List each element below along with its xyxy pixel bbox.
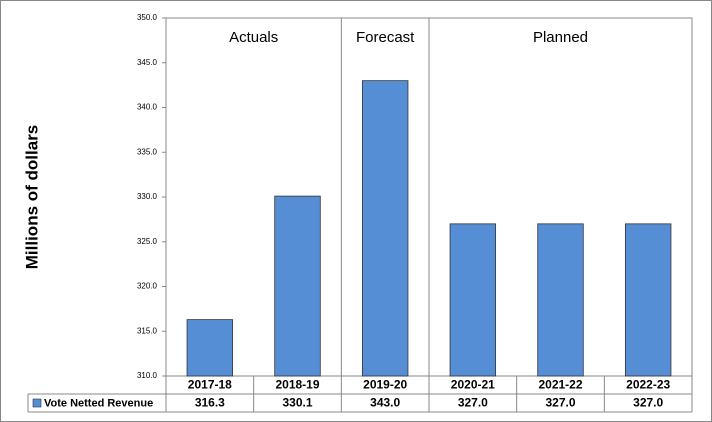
bar [624, 223, 672, 377]
section-label: Actuals [229, 29, 278, 46]
y-tick-label: 320.0 [137, 282, 158, 291]
x-tick-label: 2022-23 [626, 378, 670, 392]
legend-label: Vote Netted Revenue [44, 397, 153, 409]
value-label: 330.1 [282, 396, 312, 410]
x-tick-label: 2019-20 [363, 378, 407, 392]
value-label: 327.0 [545, 396, 575, 410]
section-label: Forecast [356, 29, 415, 46]
y-tick-label: 350.0 [137, 13, 158, 22]
y-tick-label: 310.0 [137, 371, 158, 380]
y-tick-label: 340.0 [137, 103, 158, 112]
x-tick-label: 2021-22 [538, 378, 582, 392]
y-tick-label: 330.0 [137, 192, 158, 201]
bar [186, 319, 234, 377]
value-label: 327.0 [633, 396, 663, 410]
y-tick-label: 315.0 [137, 326, 158, 335]
value-label: 316.3 [195, 396, 225, 410]
bar [537, 223, 584, 377]
y-tick-label: 345.0 [137, 58, 158, 67]
bar [361, 80, 409, 377]
legend-swatch [32, 398, 42, 408]
value-label: 343.0 [370, 396, 400, 410]
bar [274, 195, 321, 377]
x-tick-label: 2017-18 [188, 378, 232, 392]
x-tick-label: 2020-21 [451, 378, 495, 392]
y-tick-label: 335.0 [137, 147, 158, 156]
value-label: 327.0 [458, 396, 488, 410]
y-axis-label: Millions of dollars [22, 125, 41, 270]
x-tick-label: 2018-19 [275, 378, 319, 392]
section-label: Planned [533, 29, 588, 46]
y-tick-label: 325.0 [137, 237, 158, 246]
bar [449, 223, 497, 377]
